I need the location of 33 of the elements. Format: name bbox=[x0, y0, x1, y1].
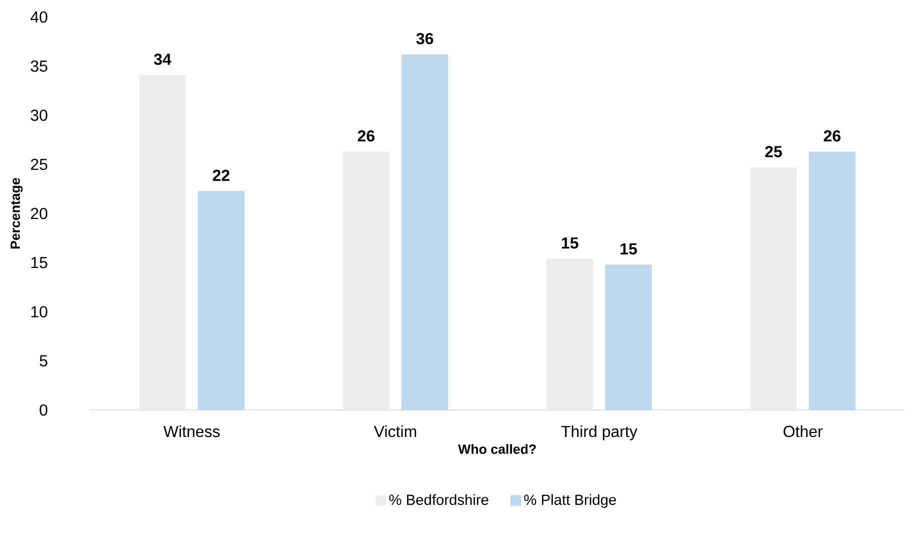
data-label: 22 bbox=[212, 170, 230, 181]
legend-label: % Platt Bridge bbox=[524, 494, 616, 508]
y-tick-label: 30 bbox=[30, 110, 48, 121]
bar bbox=[198, 190, 244, 410]
x-tick-label: Victim bbox=[374, 425, 416, 438]
y-tick-label: 10 bbox=[31, 306, 48, 318]
bar bbox=[139, 74, 186, 410]
data-label: 26 bbox=[358, 130, 374, 142]
bar bbox=[546, 258, 594, 410]
x-tick-label: Witness bbox=[163, 425, 220, 438]
x-axis-title: Who called? bbox=[458, 444, 536, 454]
data-label: 15 bbox=[562, 238, 578, 249]
bar bbox=[808, 152, 856, 410]
y-axis-title: Percentage bbox=[10, 178, 23, 249]
bar bbox=[750, 167, 797, 410]
bar bbox=[605, 264, 652, 410]
y-tick-label: 20 bbox=[30, 208, 48, 220]
y-tick-label: 5 bbox=[40, 355, 48, 366]
y-tick-label: 25 bbox=[30, 158, 48, 170]
legend-label: % Bedfordshire bbox=[389, 494, 488, 505]
y-tick-label: 0 bbox=[40, 404, 48, 416]
x-tick-label: Third party bbox=[561, 425, 638, 440]
x-tick-label: Other bbox=[784, 425, 823, 438]
bar bbox=[342, 152, 390, 410]
data-label: 36 bbox=[416, 32, 434, 44]
data-label: 25 bbox=[765, 146, 782, 158]
data-label: 34 bbox=[154, 54, 172, 65]
y-tick-label: 15 bbox=[31, 257, 48, 268]
data-label: 15 bbox=[620, 243, 637, 255]
bar bbox=[402, 54, 448, 410]
y-tick-label: 40 bbox=[30, 11, 48, 23]
y-tick-label: 35 bbox=[30, 60, 48, 72]
data-label: 26 bbox=[824, 130, 840, 142]
